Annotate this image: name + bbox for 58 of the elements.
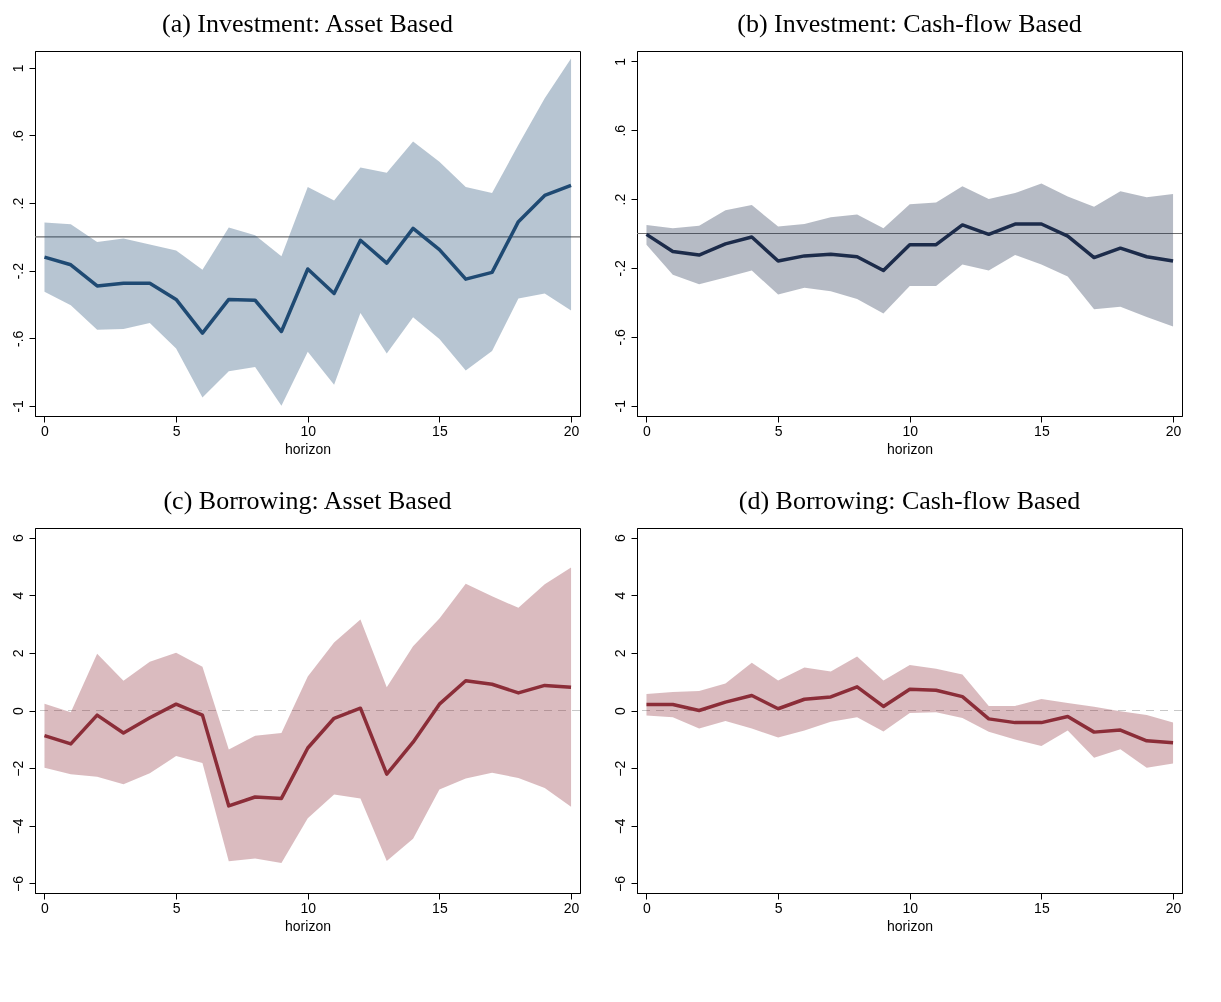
line-series — [644, 222, 1175, 273]
y-tick-label: 4 — [9, 591, 26, 600]
x-tick-label: 0 — [643, 422, 652, 439]
x-tick-label: 5 — [172, 899, 181, 916]
x-tick-label: 5 — [774, 899, 783, 916]
y-tick-label: .2 — [9, 197, 26, 210]
x-tick-label: 0 — [41, 422, 50, 439]
y-tick-label: .6 — [9, 129, 26, 142]
x-tick-label: 10 — [300, 422, 317, 439]
x-tick-label: 5 — [774, 422, 783, 439]
x-tick-label: 15 — [432, 899, 448, 916]
x-axis-title: horizon — [887, 917, 933, 934]
line-series — [42, 183, 573, 335]
y-tick-label: 6 — [611, 533, 628, 542]
y-tick-label: -.2 — [9, 262, 26, 280]
y-tick-label: -1 — [9, 399, 26, 413]
y-tick-label: −6 — [9, 875, 26, 892]
y-tick-label: −6 — [611, 875, 628, 892]
x-tick-label: 10 — [300, 899, 317, 916]
y-tick-label: -.6 — [611, 328, 628, 346]
y-tick-label: 1 — [611, 57, 628, 66]
x-tick-label: 20 — [1165, 899, 1182, 916]
x-tick-label: 0 — [41, 899, 50, 916]
y-tick-label: −2 — [9, 760, 26, 777]
x-tick-label: 15 — [1034, 899, 1050, 916]
x-tick-label: 20 — [1165, 422, 1182, 439]
x-tick-label: 10 — [902, 899, 919, 916]
chart-title: (c) Borrowing: Asset Based — [163, 486, 452, 515]
x-tick-label: 20 — [563, 899, 580, 916]
y-tick-label: 1 — [9, 64, 26, 73]
y-tick-label: −4 — [9, 818, 26, 835]
x-tick-label: 15 — [432, 422, 448, 439]
y-tick-label: 2 — [611, 649, 628, 658]
chart-title: (b) Investment: Cash-flow Based — [737, 9, 1082, 38]
y-tick-label: 0 — [9, 706, 26, 715]
x-tick-label: 15 — [1034, 422, 1050, 439]
x-tick-label: 5 — [172, 422, 181, 439]
y-tick-label: -1 — [611, 399, 628, 413]
line-series — [42, 679, 573, 808]
x-axis-title: horizon — [887, 440, 933, 457]
y-tick-label: −4 — [611, 818, 628, 835]
y-tick-label: 4 — [611, 591, 628, 600]
x-tick-label: 10 — [902, 422, 919, 439]
chart-title: (d) Borrowing: Cash-flow Based — [738, 486, 1081, 515]
y-tick-label: −2 — [611, 760, 628, 777]
y-tick-label: -.2 — [611, 260, 628, 277]
chart-title: (a) Investment: Asset Based — [162, 9, 453, 38]
x-tick-label: 20 — [563, 422, 580, 439]
x-axis-title: horizon — [285, 917, 331, 934]
y-tick-label: .6 — [611, 124, 628, 137]
y-tick-label: .2 — [611, 193, 628, 206]
line-series — [644, 685, 1175, 745]
y-tick-label: 6 — [9, 533, 26, 542]
y-tick-label: -.6 — [9, 330, 26, 347]
y-tick-label: 0 — [611, 706, 628, 715]
x-axis-title: horizon — [285, 440, 331, 457]
x-tick-label: 0 — [643, 899, 652, 916]
y-tick-label: 2 — [9, 649, 26, 658]
